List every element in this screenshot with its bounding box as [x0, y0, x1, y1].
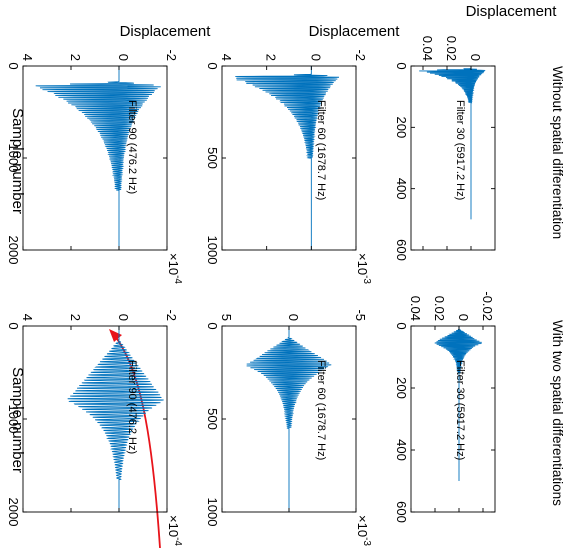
x-tick-label: 1000 [6, 405, 21, 434]
x-tick-label: 0 [6, 322, 21, 329]
x-tick-label: 0 [394, 62, 409, 69]
axis-exponent-power: -4 [172, 275, 183, 284]
x-tick-label: 1000 [205, 498, 220, 527]
y-tick-label: 0 [456, 314, 471, 321]
x-tick-label: 1000 [6, 144, 21, 173]
x-tick-label: 2000 [6, 498, 21, 527]
y-tick-label: -5 [353, 309, 368, 321]
x-tick-label: 600 [394, 239, 409, 261]
panel-p5: 0 1000 2000 -2 0 2 4 ×10-4 Filter 90 (476.2 Hz) D… [6, 23, 211, 284]
x-tick-label: 500 [205, 147, 220, 169]
y-tick-label: 4 [219, 54, 234, 61]
column-title-with: With two spatial differentiations [550, 320, 565, 506]
x-tick-label: 0 [6, 62, 21, 69]
y-tick-label: -2 [164, 309, 179, 321]
panel-p6: 0 1000 2000 -2 0 2 4 ×10-4 Filter 90 (476.2 Hz) [6, 309, 183, 546]
y-tick-label: 0.02 [444, 36, 459, 61]
y-tick-label: 4 [20, 314, 35, 321]
xlabel-row3-left: Sample number [9, 108, 26, 214]
y-tick-label: -2 [164, 49, 179, 61]
red-arrow-head [109, 329, 122, 342]
y-tick-label: 2 [264, 54, 279, 61]
axis-exponent: ×10-3 [355, 253, 372, 284]
filter-annotation: Filter 60 (1678.7 Hz) [315, 360, 327, 460]
y-tick-label: 5 [219, 314, 234, 321]
axis-exponent: ×10-3 [355, 515, 372, 546]
y-tick-label: 0 [116, 54, 131, 61]
x-tick-label: 400 [394, 439, 409, 461]
filter-annotation: Filter 90 (476.2 Hz) [126, 100, 138, 194]
y-tick-label: -2 [353, 49, 368, 61]
x-tick-label: 0 [394, 322, 409, 329]
axis-exponent: ×10-4 [166, 253, 183, 284]
y-tick-label: -0.02 [480, 291, 495, 321]
y-tick-label: 4 [20, 54, 35, 61]
x-tick-label: 0 [205, 322, 220, 329]
signal-line [235, 66, 340, 250]
column-title-without: Without spatial differentiation [550, 66, 565, 239]
filter-annotation: Filter 60 (1678.7 Hz) [315, 100, 327, 200]
y-tick-label: 2 [68, 54, 83, 61]
signal-line [35, 66, 161, 250]
x-tick-label: 0 [205, 62, 220, 69]
xlabel-row3-right: Sample number [9, 367, 26, 473]
y-tick-label: 0 [468, 54, 483, 61]
y-tick-label: 0 [116, 314, 131, 321]
x-tick-label: 1000 [205, 236, 220, 265]
signal-line [434, 326, 482, 481]
signal-line [246, 326, 332, 512]
panel-p1: 0 200 400 600 0 0.02 0.04 Filter 30 (5917.2 Hz)… [394, 3, 557, 261]
signal-line [67, 326, 164, 512]
filter-annotation: Filter 90 (476.2 Hz) [126, 360, 138, 454]
y-tick-label: 2 [68, 314, 83, 321]
x-tick-label: 600 [394, 501, 409, 523]
filter-annotation: Filter 30 (5917.2 Hz) [454, 100, 466, 200]
axis-exponent-power: -3 [361, 275, 372, 284]
y-tick-label: 0.04 [420, 36, 435, 61]
panel-p3: 0 500 1000 -2 0 2 4 ×10-3 Filter 60 (1678.7 Hz) D… [205, 23, 400, 284]
axes-frame [410, 65, 496, 251]
y-tick-label: 0.02 [432, 296, 447, 321]
y-tick-label: 0 [308, 54, 323, 61]
y-tick-label: 0 [286, 314, 301, 321]
x-tick-label: 200 [394, 116, 409, 138]
x-tick-label: 2000 [6, 236, 21, 265]
axis-exponent-power: -3 [361, 537, 372, 546]
y-axis-label: Displacement [309, 23, 401, 40]
x-tick-label: 200 [394, 377, 409, 399]
x-tick-label: 400 [394, 178, 409, 200]
panel-p2: 0 200 400 600 -0.02 0 0.02 0.04 Filter 30 (5917.… [394, 291, 496, 523]
y-axis-label: Displacement [466, 3, 558, 20]
x-tick-label: 500 [205, 408, 220, 430]
axes-frame [410, 325, 496, 513]
signal-line [419, 66, 486, 220]
filter-annotation: Filter 30 (5917.2 Hz) [454, 360, 466, 460]
y-axis-label: Displacement [120, 23, 212, 40]
axis-exponent: ×10-4 [166, 515, 183, 546]
axis-exponent-power: -4 [172, 537, 183, 546]
y-tick-label: 0.04 [408, 296, 423, 321]
